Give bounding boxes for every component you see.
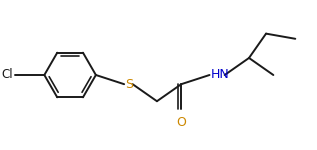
Text: O: O xyxy=(176,116,186,129)
Text: HN: HN xyxy=(211,69,230,81)
Text: S: S xyxy=(125,78,133,91)
Text: Cl: Cl xyxy=(2,69,13,81)
